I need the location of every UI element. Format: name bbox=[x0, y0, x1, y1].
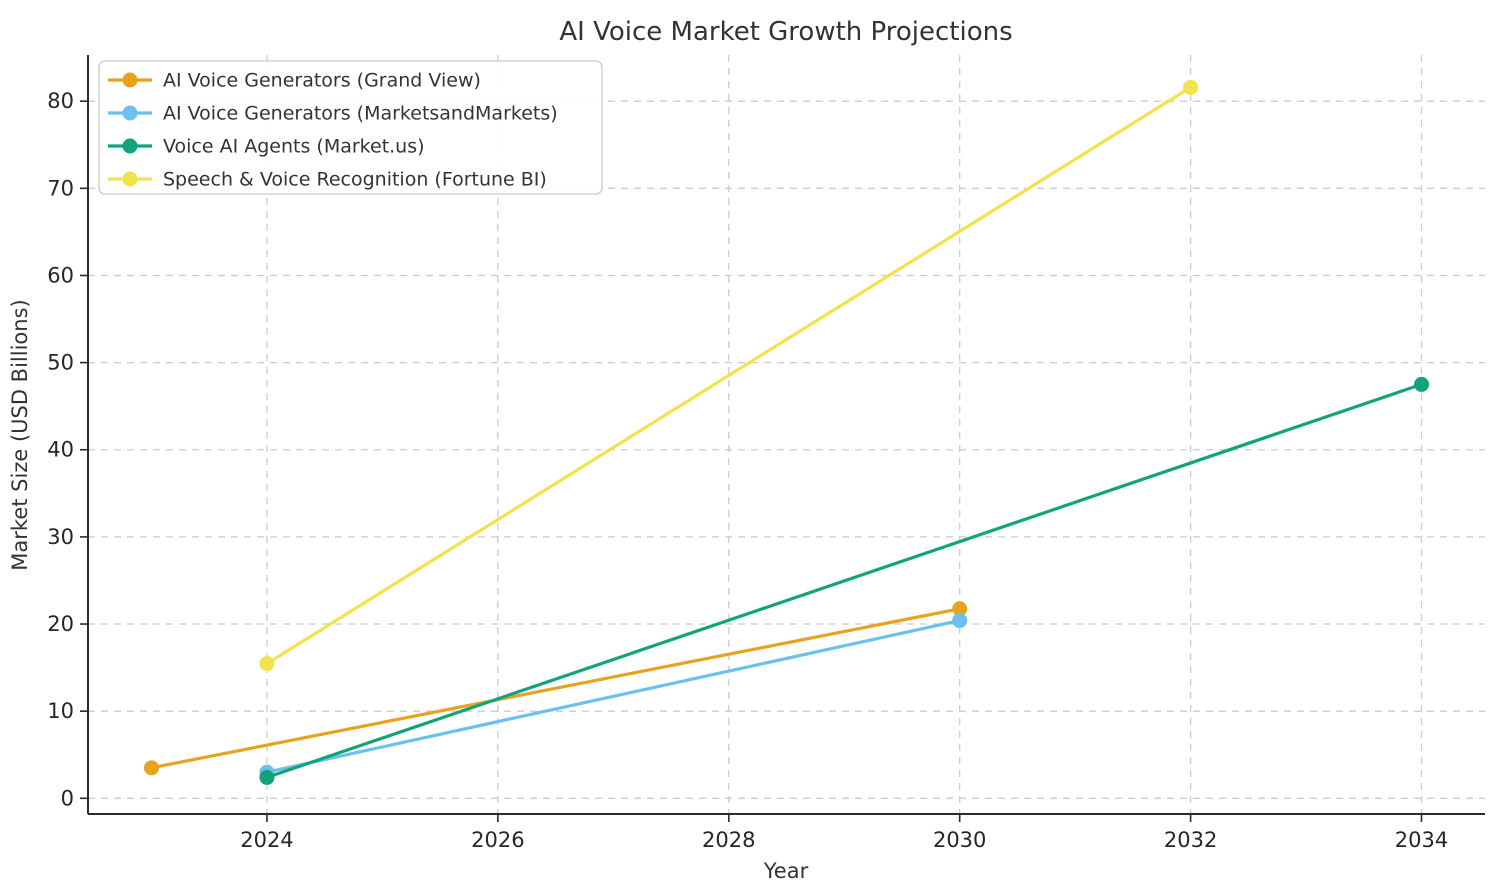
legend-item: Speech & Voice Recognition (Fortune BI) bbox=[108, 169, 547, 191]
y-tick-label: 60 bbox=[47, 263, 74, 287]
legend-box bbox=[98, 60, 603, 195]
data-point-series-3 bbox=[259, 656, 275, 672]
legend-item: AI Voice Generators (Grand View) bbox=[108, 70, 481, 92]
x-tick-label: 2030 bbox=[933, 828, 986, 852]
chart-title: AI Voice Market Growth Projections bbox=[559, 17, 1012, 47]
x-tick-label: 2034 bbox=[1395, 828, 1448, 852]
series-line-1 bbox=[265, 618, 962, 774]
y-tick-label: 80 bbox=[47, 89, 74, 113]
legend-swatch-marker bbox=[122, 171, 138, 187]
y-axis-label: Market Size (USD Billions) bbox=[8, 299, 32, 570]
x-tick-label: 2024 bbox=[240, 828, 293, 852]
x-tick-label: 2032 bbox=[1164, 828, 1217, 852]
data-point-series-0 bbox=[144, 760, 159, 776]
y-tick-label: 50 bbox=[47, 351, 74, 375]
legend-item: Voice AI Agents (Market.us) bbox=[108, 136, 425, 158]
y-tick-label: 30 bbox=[47, 525, 74, 549]
y-tick-label: 40 bbox=[47, 438, 74, 462]
data-point-series-3 bbox=[1183, 79, 1199, 95]
legend-label: AI Voice Generators (MarketsandMarkets) bbox=[163, 103, 558, 125]
axes-layer: 2024 2026 2028 2030 2032 20340102030405060708… bbox=[47, 55, 1485, 852]
data-point-series-1 bbox=[952, 613, 968, 629]
grid-layer bbox=[88, 55, 1485, 814]
legend-swatch-marker bbox=[122, 72, 138, 88]
y-tick-label: 20 bbox=[47, 612, 74, 636]
legend-item: AI Voice Generators (MarketsandMarkets) bbox=[108, 103, 558, 125]
x-axis-label: Year bbox=[763, 859, 809, 883]
y-tick-label: 70 bbox=[47, 176, 74, 200]
data-point-series-2 bbox=[259, 769, 275, 785]
legend-label: Voice AI Agents (Market.us) bbox=[163, 136, 425, 158]
data-point-series-0 bbox=[952, 601, 968, 617]
series-layer bbox=[144, 79, 1429, 785]
legend: AI Voice Generators (Grand View) AI Voice… bbox=[98, 60, 603, 195]
series-line-0 bbox=[149, 607, 962, 770]
legend-label: AI Voice Generators (Grand View) bbox=[163, 70, 481, 92]
legend-swatch-marker bbox=[122, 105, 138, 121]
y-tick-label: 0 bbox=[61, 786, 74, 810]
y-tick-label: 10 bbox=[47, 699, 74, 723]
series-line-3 bbox=[265, 85, 1193, 666]
data-point-series-2 bbox=[1414, 376, 1429, 392]
legend-label: Speech & Voice Recognition (Fortune BI) bbox=[163, 169, 547, 191]
x-tick-label: 2028 bbox=[702, 828, 755, 852]
series-line-2 bbox=[265, 382, 1424, 780]
legend-swatch-marker bbox=[122, 138, 138, 154]
x-tick-label: 2026 bbox=[471, 828, 524, 852]
